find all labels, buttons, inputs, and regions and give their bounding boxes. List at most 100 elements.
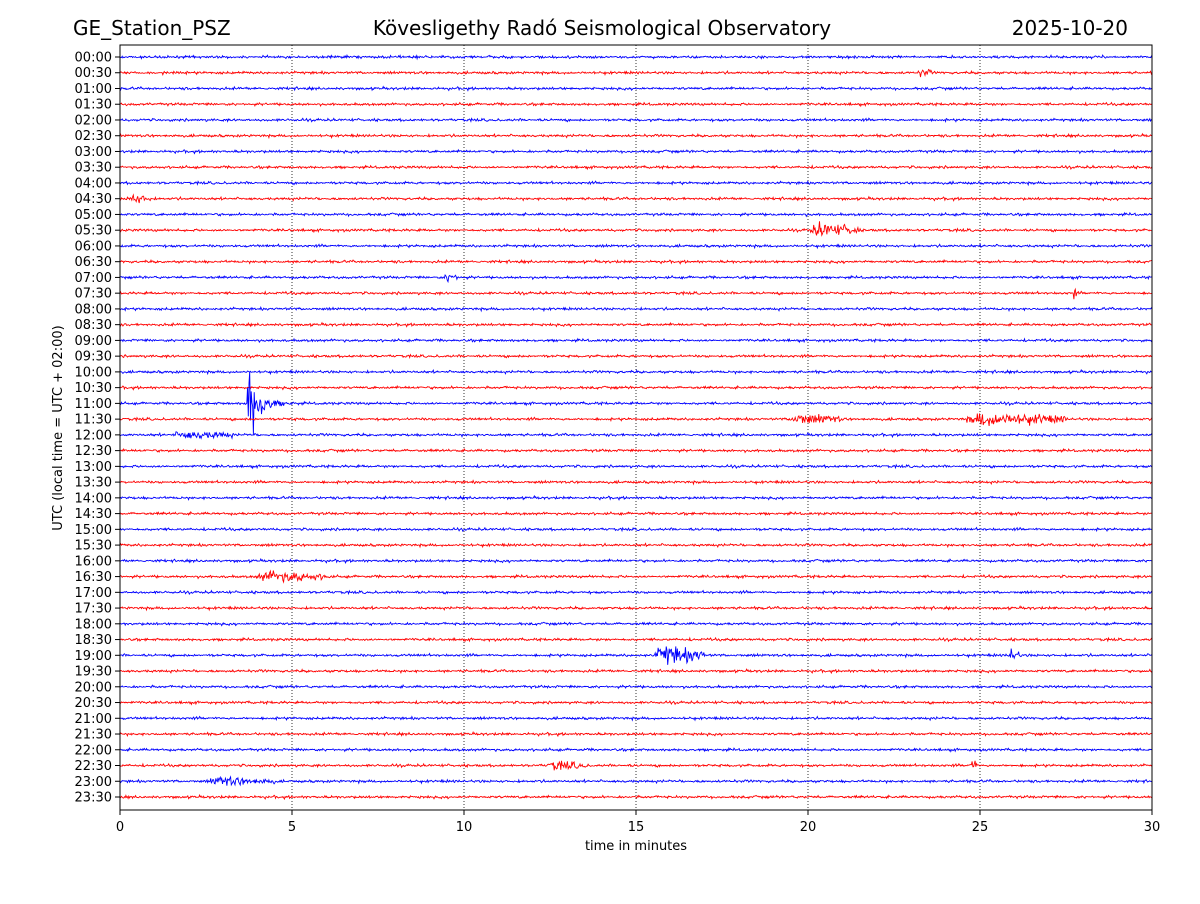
trace-0030	[119, 68, 1153, 78]
y-tick-label: 08:00	[75, 302, 112, 317]
y-tick-label: 10:30	[75, 381, 112, 396]
trace-1400	[119, 494, 1153, 501]
x-tick-label: 25	[972, 820, 989, 835]
y-tick-label: 07:30	[75, 287, 112, 302]
y-tick-label: 01:00	[75, 82, 112, 97]
x-tick-label: 20	[800, 820, 817, 835]
trace-2230	[119, 760, 1153, 771]
y-tick-label: 11:30	[75, 413, 112, 428]
y-tick-label: 21:00	[75, 712, 112, 727]
y-tick-label: 02:00	[75, 113, 112, 128]
y-tick-label: 09:30	[75, 350, 112, 365]
trace-2200	[119, 747, 1153, 753]
y-tick-label: 16:30	[75, 570, 112, 585]
chart-date: 2025-10-20	[1012, 16, 1128, 40]
y-tick-label: 07:00	[75, 271, 112, 286]
trace-0500	[119, 211, 1153, 218]
grid	[291, 45, 981, 810]
trace-0730	[119, 287, 1153, 300]
y-tick-label: 12:00	[75, 428, 112, 443]
x-tick-label: 15	[628, 820, 645, 835]
trace-1000	[119, 368, 1153, 376]
trace-0000	[119, 54, 1153, 61]
trace-0900	[119, 337, 1153, 344]
trace-0530	[119, 221, 1153, 237]
trace-2300	[119, 775, 1153, 787]
x-axis-label: time in minutes	[585, 839, 687, 854]
trace-0300	[119, 148, 1153, 155]
plot-frame	[119, 44, 1153, 811]
y-axis-label: UTC (local time = UTC + 02:00)	[51, 325, 66, 530]
y-tick-label: 18:00	[75, 617, 112, 632]
y-tick-label: 14:00	[75, 491, 112, 506]
y-tick-label: 17:30	[75, 602, 112, 617]
trace-0700	[119, 273, 1153, 284]
trace-0930	[119, 353, 1153, 360]
y-tick-label: 21:30	[75, 728, 112, 743]
trace-1830	[119, 636, 1153, 643]
y-tick-label: 20:00	[75, 680, 112, 695]
trace-1500	[119, 526, 1153, 533]
trace-0200	[119, 117, 1153, 124]
y-tick-label: 06:00	[75, 239, 112, 254]
trace-0800	[119, 306, 1153, 313]
y-tick-label: 22:00	[75, 743, 112, 758]
chart-title: Kövesligethy Radó Seismological Observat…	[373, 16, 831, 40]
y-tick-label: 15:00	[75, 523, 112, 538]
trace-0100	[119, 85, 1153, 92]
trace-1700	[119, 589, 1153, 596]
trace-1030	[119, 384, 1153, 391]
trace-2000	[119, 684, 1153, 690]
x-tick-label: 5	[288, 820, 296, 835]
y-tick-label: 13:30	[75, 476, 112, 491]
trace-1230	[119, 447, 1153, 454]
trace-0330	[119, 164, 1153, 171]
trace-0830	[119, 321, 1153, 328]
trace-0430	[119, 193, 1153, 204]
trace-0630	[119, 258, 1153, 265]
y-axis: 00:0000:3001:0001:3002:0002:3003:0003:30…	[75, 51, 120, 806]
trace-1930	[119, 668, 1153, 675]
trace-0600	[119, 243, 1153, 250]
y-tick-label: 04:00	[75, 176, 112, 191]
y-tick-label: 02:30	[75, 129, 112, 144]
trace-1430	[119, 510, 1153, 517]
trace-1130	[119, 413, 1153, 426]
y-tick-label: 06:30	[75, 255, 112, 270]
trace-1900	[119, 646, 1153, 665]
y-tick-label: 16:00	[75, 554, 112, 569]
y-tick-label: 05:00	[75, 208, 112, 223]
y-tick-label: 08:30	[75, 318, 112, 333]
x-tick-label: 0	[116, 820, 124, 835]
y-tick-label: 23:30	[75, 791, 112, 806]
trace-1200	[119, 431, 1153, 440]
x-tick-label: 10	[456, 820, 473, 835]
y-tick-label: 11:00	[75, 397, 112, 412]
trace-0230	[119, 132, 1153, 140]
trace-0400	[119, 180, 1153, 187]
y-tick-label: 12:30	[75, 444, 112, 459]
y-tick-label: 18:30	[75, 633, 112, 648]
trace-2030	[119, 699, 1152, 706]
y-tick-label: 05:30	[75, 224, 112, 239]
trace-2100	[119, 715, 1152, 722]
trace-1730	[119, 605, 1153, 612]
trace-1630	[119, 569, 1153, 584]
y-tick-label: 13:00	[75, 460, 112, 475]
trace-1600	[119, 557, 1153, 564]
y-tick-label: 14:30	[75, 507, 112, 522]
y-tick-label: 17:00	[75, 586, 112, 601]
y-tick-label: 00:30	[75, 66, 112, 81]
station-name: GE_Station_PSZ	[73, 16, 231, 40]
y-tick-label: 23:00	[75, 775, 112, 790]
y-tick-label: 15:30	[75, 539, 112, 554]
y-tick-label: 19:30	[75, 665, 112, 680]
y-tick-label: 04:30	[75, 192, 112, 207]
trace-2330	[119, 793, 1153, 801]
y-tick-label: 19:00	[75, 649, 112, 664]
trace-1330	[119, 479, 1153, 486]
y-tick-label: 00:00	[75, 51, 112, 66]
y-tick-label: 22:30	[75, 759, 112, 774]
traces	[119, 54, 1153, 801]
